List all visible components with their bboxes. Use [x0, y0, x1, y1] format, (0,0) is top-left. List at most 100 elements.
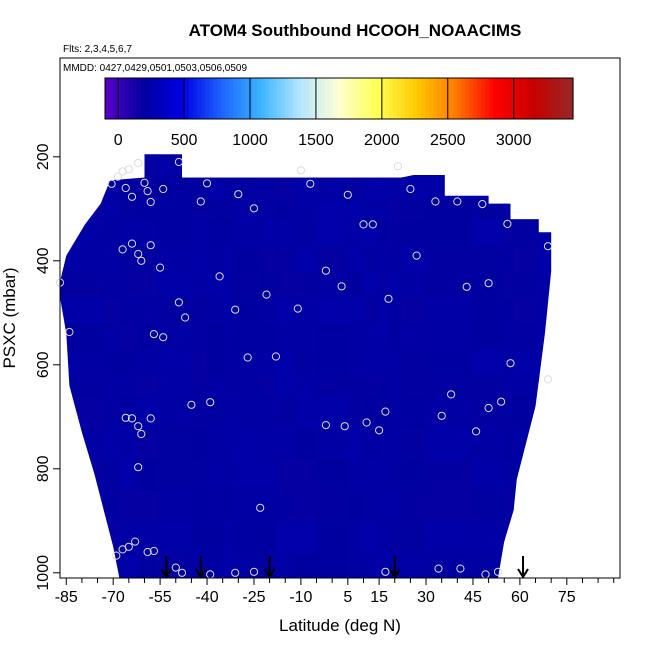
- heatmap-cell: [157, 297, 192, 324]
- heatmap-cell: [260, 245, 277, 272]
- heatmap-cell: [294, 552, 318, 578]
- heatmap-cell: [275, 297, 296, 324]
- colorbar-cell: [269, 78, 274, 119]
- colorbar-cell: [329, 78, 334, 119]
- heatmap-cell: [426, 245, 474, 272]
- heatmap-cell: [513, 427, 540, 459]
- heatmap-cell: [379, 177, 390, 199]
- heatmap-cell: [426, 297, 474, 324]
- heatmap-cell: [538, 520, 552, 553]
- heatmap-cell: [504, 552, 515, 578]
- plot-frame: [59, 57, 621, 579]
- heatmap-cell: [538, 552, 552, 578]
- colorbar-cell: [473, 78, 478, 119]
- colorbar-cell: [341, 78, 346, 119]
- colorbar-cell: [137, 78, 142, 119]
- colorbar-cell: [429, 78, 434, 119]
- y-tick-label: 600: [35, 351, 52, 378]
- heatmap-cell: [119, 458, 139, 491]
- heatmap-cell: [538, 219, 552, 246]
- colorbar-cell: [133, 78, 138, 119]
- heatmap-cell: [347, 349, 364, 376]
- heatmap-cell: [426, 520, 474, 553]
- heatmap-cell: [538, 427, 552, 459]
- colorbar-tick-label: 500: [171, 132, 198, 149]
- heatmap-cell: [388, 375, 402, 397]
- observation-point: [393, 162, 402, 171]
- colorbar-cell: [153, 78, 158, 119]
- heatmap-cell: [103, 458, 120, 491]
- heatmap-cell: [157, 154, 192, 160]
- heatmap-cell: [232, 552, 261, 578]
- colorbar-cell: [521, 78, 526, 119]
- heatmap-cell: [504, 375, 515, 397]
- colorbar-cell: [277, 78, 282, 119]
- heatmap-cell: [401, 375, 427, 397]
- heatmap-cell: [316, 245, 349, 272]
- heatmap-cell: [232, 245, 261, 272]
- heatmap-cell: [363, 271, 380, 298]
- heatmap-cell: [60, 323, 105, 350]
- heatmap-cell: [103, 520, 120, 553]
- observation-point: [543, 242, 553, 251]
- heatmap-cell: [426, 489, 474, 522]
- colorbar-cell: [569, 78, 574, 119]
- heatmap-cell: [363, 219, 380, 246]
- heatmap-cell: [232, 271, 261, 298]
- heatmap-cell: [538, 375, 552, 397]
- colorbar-cell: [481, 78, 486, 119]
- heatmap-cell: [363, 520, 380, 553]
- observation-point: [243, 353, 252, 362]
- heatmap-cell: [473, 159, 505, 179]
- heatmap-cell: [379, 552, 390, 578]
- heatmap-cell: [260, 198, 277, 220]
- observation-point: [306, 179, 315, 188]
- colorbar-cell: [469, 78, 474, 119]
- heatmap-cell: [119, 427, 139, 459]
- colorbar-cell: [313, 78, 318, 119]
- y-tick-label: 1000: [35, 555, 52, 591]
- colorbar-cell: [317, 78, 322, 119]
- heatmap-cell: [538, 489, 552, 522]
- colorbar-cell: [177, 78, 182, 119]
- colorbar-cell: [201, 78, 206, 119]
- observation-point: [196, 197, 205, 206]
- heatmap-cell: [260, 271, 277, 298]
- colorbar-cell: [105, 78, 110, 119]
- observation-point: [146, 414, 155, 423]
- colorbar-cell: [325, 78, 330, 119]
- heatmap-cell: [363, 245, 380, 272]
- colorbar-cell: [281, 78, 286, 119]
- colorbar-frame: [104, 77, 574, 120]
- colorbar-cell: [357, 78, 362, 119]
- heatmap-cell: [60, 198, 105, 220]
- heatmap-cell: [538, 297, 552, 324]
- heatmap-cell: [316, 159, 349, 179]
- colorbar-cell: [549, 78, 554, 119]
- heatmap-cell: [363, 396, 380, 428]
- heatmap-cell: [260, 458, 277, 491]
- colorbar-cell: [333, 78, 338, 119]
- heatmap-cell: [275, 427, 296, 459]
- heatmap-cell: [401, 396, 427, 428]
- heatmap-cell: [401, 489, 427, 522]
- observation-point: [118, 245, 127, 254]
- heatmap-cell: [207, 271, 224, 298]
- heatmap-cell: [60, 271, 105, 298]
- colorbar-cell: [493, 78, 498, 119]
- colorbar-cell: [365, 78, 370, 119]
- heatmap-cell: [60, 427, 105, 459]
- observation-point: [321, 266, 330, 275]
- heatmap-cell: [294, 489, 318, 522]
- heatmap-cell: [119, 520, 139, 553]
- heatmap-cell: [504, 154, 515, 160]
- heatmap-cell: [379, 245, 390, 272]
- heatmap-cell: [504, 489, 515, 522]
- heatmap-cell: [294, 219, 318, 246]
- heatmap-cell: [60, 245, 105, 272]
- heatmap-cell: [316, 271, 349, 298]
- heatmap-cell: [191, 323, 208, 350]
- colorbar-cell: [121, 78, 126, 119]
- heatmap-cell: [388, 458, 402, 491]
- heatmap-cell: [275, 489, 296, 522]
